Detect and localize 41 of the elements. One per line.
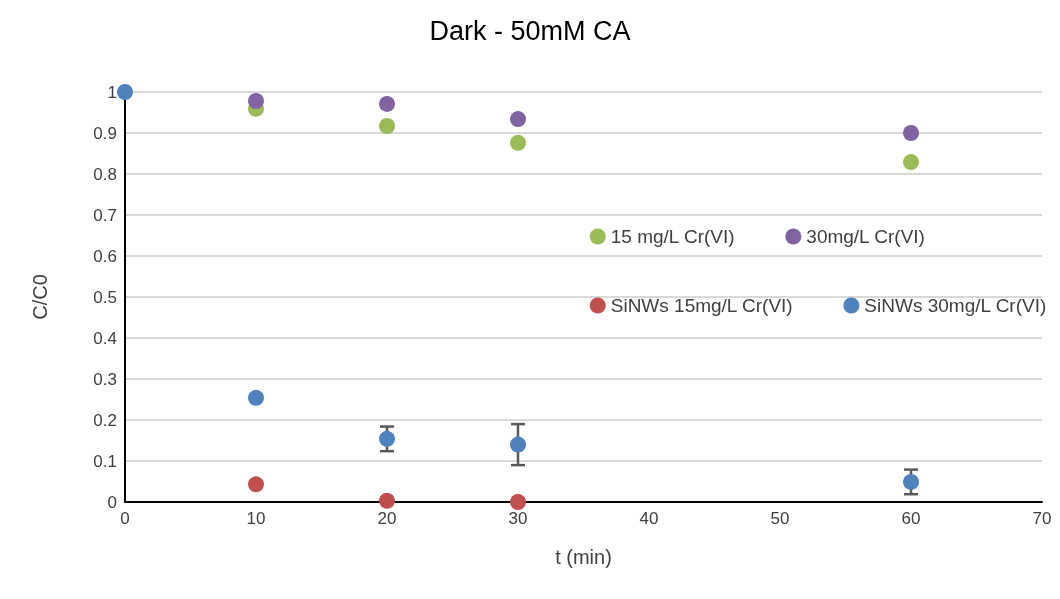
point [248,93,264,110]
point [510,111,526,128]
point [379,492,395,509]
point [248,389,264,406]
point [379,118,395,135]
x-tick-label: 60 [901,509,921,528]
y-axis-title: C/C0 [29,274,51,320]
chart-title: Dark - 50mM CA [429,15,631,46]
y-tick-label: 0.8 [93,164,117,184]
y-tick-label: 0 [107,492,117,512]
point [117,84,133,100]
x-axis-title: t (min) [555,546,612,568]
point [379,430,395,447]
x-tick-label: 70 [1032,509,1052,528]
x-tick-label: 30 [508,509,528,528]
point [903,473,919,490]
legend-label: SiNWs 15mg/L Cr(VI) [610,295,793,316]
y-tick-label: 0.9 [93,123,117,143]
point [248,476,264,493]
y-tick-label: 0.1 [93,451,117,471]
y-tick-label: 0.3 [93,369,117,389]
point [379,95,395,112]
x-tick-label: 0 [120,509,130,528]
y-tick-label: 0.4 [93,328,117,348]
x-tick-label: 20 [377,509,397,528]
legend-label: SiNWs 30mg/L Cr(VI) [864,295,1047,316]
legend-label: 30mg/L Cr(VI) [806,226,925,247]
x-tick-label: 40 [639,509,659,528]
point [510,494,526,510]
point [903,125,919,141]
y-tick-label: 0.7 [93,205,117,225]
legend-label: 15 mg/L Cr(VI) [610,226,735,247]
point [510,134,526,151]
y-tick-label: 1 [107,82,117,102]
x-tick-label: 50 [770,509,790,528]
x-tick-label: 10 [246,509,266,528]
point [510,436,526,453]
point [903,154,919,171]
y-tick-label: 0.6 [93,246,117,266]
y-tick-label: 0.2 [93,410,117,430]
y-tick-label: 0.5 [93,287,117,307]
